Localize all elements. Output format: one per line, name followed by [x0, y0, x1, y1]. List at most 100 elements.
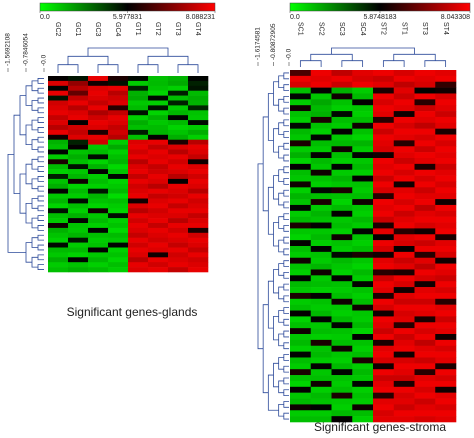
- heatmap-cell: [290, 234, 312, 241]
- heatmap-cell: [331, 181, 353, 188]
- heatmap-cell: [68, 100, 89, 106]
- heatmap-cell: [331, 281, 353, 288]
- heatmap-cell: [310, 292, 332, 300]
- dendrogram-branch: [283, 318, 289, 326]
- column-label: GC1: [74, 22, 81, 37]
- heatmap-cell: [128, 227, 149, 234]
- heatmap-cell: [393, 263, 415, 270]
- heatmap-cell: [393, 152, 415, 159]
- heatmap-cell: [108, 149, 129, 155]
- color-bar-label: 0.0: [290, 14, 300, 21]
- heatmap-cell: [373, 363, 395, 370]
- heatmap-cell: [352, 240, 374, 247]
- heatmap-cell: [168, 90, 189, 96]
- heatmap-cell: [352, 216, 374, 223]
- heatmap-cell: [148, 76, 169, 82]
- heatmap-cell: [331, 216, 353, 223]
- heatmap-cell: [168, 267, 189, 273]
- heatmap-cell: [435, 210, 457, 217]
- heatmap-cell: [68, 95, 89, 101]
- heatmap-cell: [290, 369, 312, 376]
- heatmap-cell: [48, 208, 69, 214]
- heatmap-cell: [128, 100, 149, 106]
- heatmap-cell: [168, 159, 189, 165]
- heatmap-cell: [373, 310, 395, 317]
- dendrogram-branch: [37, 127, 44, 133]
- heatmap-cell: [435, 404, 457, 411]
- heatmap-cell: [352, 163, 374, 171]
- heatmap-cell: [48, 213, 69, 219]
- heatmap-cell: [168, 80, 189, 87]
- dendrogram-branch: [283, 72, 289, 80]
- heatmap-cell: [128, 129, 149, 136]
- heatmap-cell: [331, 392, 353, 399]
- heatmap-cell: [128, 208, 149, 214]
- heatmap-cell: [373, 116, 395, 124]
- heatmap-cell: [148, 183, 169, 189]
- heatmap-cell: [373, 275, 395, 282]
- heatmap-cell: [290, 275, 312, 282]
- heatmap-cell: [435, 134, 457, 141]
- color-bar-label: 5.977831: [113, 14, 142, 21]
- heatmap-cell: [393, 111, 415, 118]
- dendrogram-branch: [283, 166, 289, 174]
- heatmap-cell: [148, 178, 169, 185]
- heatmap-cell: [48, 218, 69, 224]
- heatmap-cell: [68, 115, 89, 121]
- heatmap-cell: [88, 174, 109, 180]
- heatmap-cell: [393, 316, 415, 323]
- heatmap-cell: [373, 70, 395, 77]
- heatmap-cell: [352, 363, 374, 370]
- dendrogram-branch: [31, 256, 38, 268]
- heatmap-cell: [128, 139, 149, 145]
- heatmap-cell: [108, 164, 129, 170]
- heatmap-cell: [331, 240, 353, 247]
- heatmap-cell: [148, 115, 169, 121]
- heatmap-cell: [148, 232, 169, 238]
- heatmap-cell: [393, 275, 415, 282]
- heatmap-cell: [310, 122, 332, 129]
- dendrogram-branch: [273, 362, 279, 388]
- heatmap-cell: [414, 410, 436, 417]
- dendrogram-branch: [278, 310, 284, 323]
- heatmap-cell: [148, 164, 169, 170]
- heatmap-cell: [331, 140, 353, 147]
- heatmap-cell: [352, 375, 374, 382]
- heatmap-cell: [414, 316, 436, 323]
- heatmap-cell: [168, 120, 189, 126]
- heatmap-cell: [128, 125, 149, 131]
- heatmap-cell: [435, 75, 457, 83]
- heatmap-cell: [414, 375, 436, 382]
- dendrogram-tick-label: -0.80872905: [270, 23, 277, 60]
- heatmap-cell: [331, 111, 353, 118]
- dendrogram-branch: [31, 158, 38, 170]
- heatmap-cell: [310, 187, 332, 194]
- heatmap-cell: [128, 183, 149, 189]
- heatmap-cell: [108, 213, 129, 219]
- heatmap-cell: [290, 140, 312, 147]
- heatmap-cell: [352, 87, 374, 94]
- heatmap-cell: [68, 110, 89, 116]
- heatmap-cell: [128, 218, 149, 224]
- heatmap-cell: [68, 193, 89, 199]
- heatmap-cell: [188, 115, 209, 121]
- heatmap-cell: [435, 292, 457, 300]
- heatmap-cell: [393, 310, 415, 317]
- heatmap-cell: [68, 227, 89, 234]
- dendrogram-branch: [273, 128, 279, 153]
- heatmap-cell: [393, 416, 415, 423]
- dendrogram-branch: [278, 357, 284, 370]
- heatmap-cell: [68, 183, 89, 189]
- heatmap-cell: [414, 298, 436, 305]
- heatmap-cell: [414, 292, 436, 300]
- heatmap-cell: [290, 298, 312, 305]
- heatmap-cell: [393, 234, 415, 241]
- heatmap-cell: [168, 134, 189, 140]
- heatmap-cell: [435, 386, 457, 393]
- heatmap-cell: [373, 216, 395, 223]
- dendrogram-branch: [283, 107, 289, 115]
- dendrogram-branch: [37, 225, 44, 231]
- heatmap-cell: [128, 267, 149, 273]
- heatmap-cell: [188, 129, 209, 136]
- heatmap-cell: [290, 204, 312, 212]
